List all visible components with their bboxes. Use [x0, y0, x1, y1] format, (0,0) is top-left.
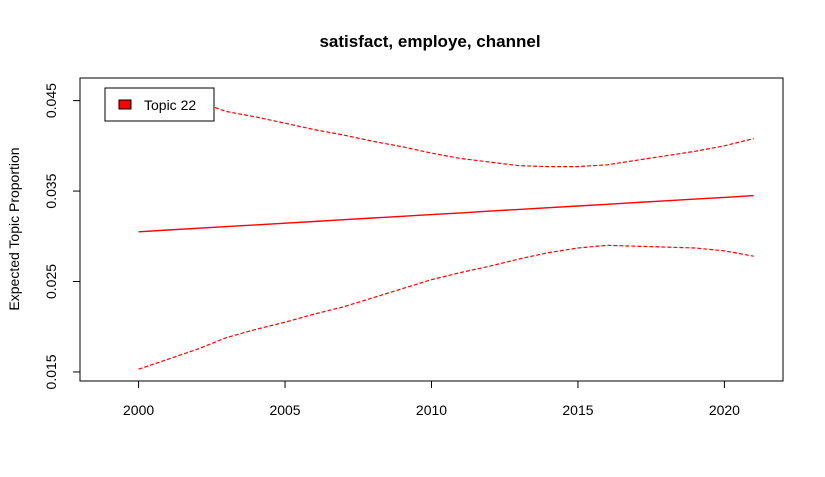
topic-22-estimate-line — [138, 194, 754, 233]
x-tick-label: 2000 — [123, 402, 154, 418]
y-tick-label: 0.035 — [43, 173, 59, 208]
x-axis: 2000 2005 2010 2015 2020 — [123, 380, 740, 418]
y-tick-label: 0.045 — [43, 83, 59, 118]
x-tick-label: 2005 — [269, 402, 300, 418]
x-tick-label: 2010 — [416, 402, 447, 418]
series-layer — [138, 92, 754, 370]
lower-confidence-line — [138, 244, 754, 370]
legend-label: Topic 22 — [144, 97, 196, 113]
legend: Topic 22 — [104, 87, 215, 122]
y-axis-label: Expected Topic Proportion — [6, 147, 22, 310]
chart-title: satisfact, employe, channel — [319, 32, 540, 51]
x-tick-label: 2015 — [562, 402, 593, 418]
legend-swatch — [118, 99, 132, 110]
y-axis: 0.015 0.025 0.035 0.045 — [43, 83, 81, 389]
y-tick-label: 0.015 — [43, 354, 59, 389]
x-tick-label: 2020 — [709, 402, 740, 418]
y-tick-label: 0.025 — [43, 264, 59, 299]
upper-confidence-line — [138, 92, 754, 168]
